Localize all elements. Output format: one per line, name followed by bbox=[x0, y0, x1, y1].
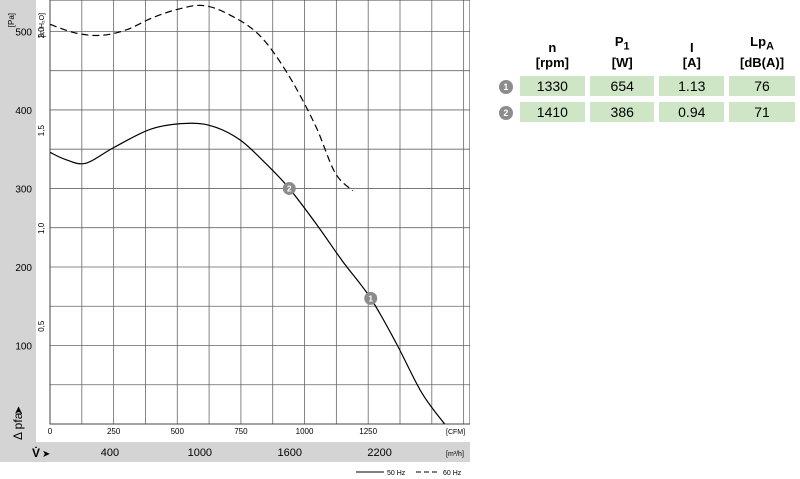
operating-point-marker bbox=[364, 291, 378, 305]
header-p1-main: P bbox=[614, 34, 624, 49]
header-n-main: n bbox=[548, 39, 557, 55]
x-unit-m3h: [m³/h] bbox=[446, 451, 464, 458]
y-tick-label-inh2o: 0,5 bbox=[37, 320, 46, 332]
table-cell-lpa: 71 bbox=[729, 101, 795, 122]
header-p1-unit: [W] bbox=[611, 54, 633, 70]
y-tick-label-pa: 100 bbox=[15, 341, 32, 352]
series-line-60hz bbox=[49, 4, 354, 192]
y-tick-label-pa: 500 bbox=[15, 27, 32, 38]
header-i: I [A] bbox=[659, 34, 724, 70]
table-cell-p1: 386 bbox=[589, 101, 655, 122]
header-lpa-main: Lp bbox=[750, 34, 767, 49]
left-axis-panel bbox=[0, 0, 36, 442]
x-axis-label: V̇ bbox=[32, 445, 40, 460]
operating-point-badge: 2 bbox=[498, 105, 513, 120]
table-cell-n: 1330 bbox=[519, 75, 585, 96]
y-tick-label-pa: 300 bbox=[15, 184, 32, 195]
x-unit-cfm: [CFM] bbox=[446, 429, 465, 436]
table-cell-p1: 654 bbox=[589, 75, 655, 96]
x-tick-label-m3h: 1600 bbox=[277, 447, 301, 459]
y-tick-label-inh2o: 1,0 bbox=[37, 222, 46, 234]
x-tick-label-cfm: 1250 bbox=[359, 427, 377, 436]
operating-points-layer: 12 bbox=[282, 181, 378, 305]
x-tick-label-cfm: 500 bbox=[171, 427, 185, 436]
operating-point-label: 2 bbox=[287, 184, 292, 193]
legend-label-50hz: 50 Hz bbox=[387, 470, 406, 477]
table-cell-i: 0.94 bbox=[659, 101, 725, 122]
operating-point-label: 1 bbox=[369, 294, 374, 303]
header-n: n [rpm] bbox=[520, 34, 585, 70]
plot-background bbox=[50, 0, 470, 424]
y-tick-label-pa: 400 bbox=[15, 106, 32, 117]
y-axis-label: Δ pfa bbox=[11, 412, 25, 440]
series-line-50hz bbox=[49, 122, 446, 425]
header-spacer bbox=[497, 34, 515, 70]
y-unit-pa: [Pa] bbox=[7, 13, 16, 27]
header-n-unit: [rpm] bbox=[535, 54, 569, 70]
table-cell-lpa: 76 bbox=[729, 75, 795, 96]
y-tick-label-inh2o: 2,0 bbox=[37, 27, 46, 39]
tick-labels-layer: 100 200 300 400 500 0,5 1,0 1,5 2,0 0 250 500 750 100… bbox=[15, 27, 392, 459]
header-p1-sub: 1 bbox=[623, 40, 630, 53]
x-tick-label-m3h: 2200 bbox=[367, 447, 391, 459]
table-row: 1 1330 654 1.13 76 bbox=[497, 75, 795, 96]
y-tick-label-inh2o: 1,5 bbox=[37, 125, 46, 137]
x-tick-label-cfm: 750 bbox=[234, 427, 248, 436]
performance-table: n [rpm] P1 [W] I [A] LpA [dB(A)] 1 1330 … bbox=[492, 28, 800, 128]
y-unit-inh2o: [in H₂O] bbox=[39, 13, 46, 38]
header-lpa: LpA [dB(A)] bbox=[729, 34, 795, 70]
series-layer bbox=[49, 4, 446, 425]
table-cell-i: 1.13 bbox=[659, 75, 725, 96]
header-lpa-sub: A bbox=[766, 40, 774, 53]
table-row: 2 1410 386 0.94 71 bbox=[497, 101, 795, 122]
y-axis-arrow-icon: ➤ bbox=[13, 406, 25, 415]
x-tick-label-cfm: 1000 bbox=[296, 427, 314, 436]
header-lpa-unit: [dB(A)] bbox=[740, 54, 785, 70]
legend: 50 Hz 60 Hz bbox=[356, 470, 462, 477]
header-i-main: I bbox=[689, 39, 694, 55]
x-tick-label-cfm: 250 bbox=[107, 427, 121, 436]
plot-frame bbox=[49, 0, 470, 425]
x-axis-arrow-icon: ➤ bbox=[42, 449, 50, 460]
y-tick-label-pa: 200 bbox=[15, 263, 32, 274]
x-tick-label-m3h: 400 bbox=[101, 447, 119, 459]
operating-point-marker bbox=[282, 181, 296, 195]
operating-point-badge: 1 bbox=[498, 79, 513, 94]
legend-label-60hz: 60 Hz bbox=[443, 470, 462, 477]
table-cell-n: 1410 bbox=[519, 101, 585, 122]
table-header-row: n [rpm] P1 [W] I [A] LpA [dB(A)] bbox=[497, 34, 795, 70]
grid-lines bbox=[50, 0, 470, 424]
bottom-axis-panel bbox=[0, 442, 470, 462]
x-tick-label-cfm: 0 bbox=[48, 427, 53, 436]
header-i-unit: [A] bbox=[682, 54, 701, 70]
header-p1: P1 [W] bbox=[590, 34, 654, 70]
x-tick-label-m3h: 1000 bbox=[188, 447, 212, 459]
